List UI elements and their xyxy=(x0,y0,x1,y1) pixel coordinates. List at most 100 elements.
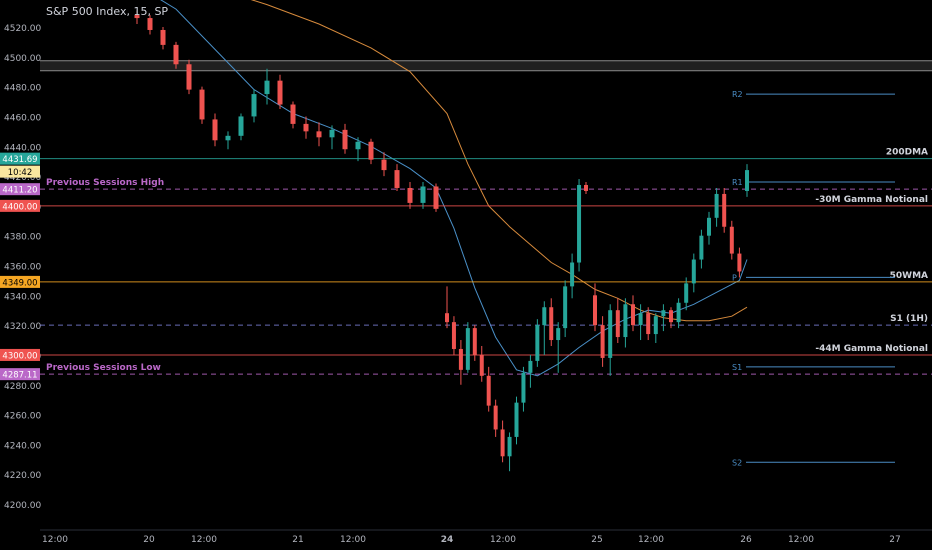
candle-body[interactable] xyxy=(342,129,348,150)
price-tag: 4411.20 xyxy=(2,186,37,196)
pivot-label: S2 xyxy=(732,458,742,467)
candle-body[interactable] xyxy=(277,80,283,105)
candle-body[interactable] xyxy=(134,15,140,19)
candle-body[interactable] xyxy=(699,235,704,260)
x-tick-label: 12:00 xyxy=(788,535,814,545)
candle-body[interactable] xyxy=(147,18,153,30)
candle-body[interactable] xyxy=(493,405,498,430)
level-right-label: -44M Gamma Notional xyxy=(815,344,928,354)
pivot-label: R1 xyxy=(732,178,743,187)
x-tick-label: 26 xyxy=(740,535,752,545)
candle-body[interactable] xyxy=(729,226,734,254)
y-tick-label: 4500.00 xyxy=(4,54,41,64)
candle-body[interactable] xyxy=(479,354,484,376)
candle-body[interactable] xyxy=(615,310,620,338)
candle-body[interactable] xyxy=(577,185,582,263)
price-tag: 4300.00 xyxy=(2,351,37,361)
candle-body[interactable] xyxy=(684,283,689,303)
candle-body[interactable] xyxy=(549,307,554,341)
resistance-zone xyxy=(40,60,932,71)
candle-body[interactable] xyxy=(500,429,505,457)
candle-body[interactable] xyxy=(160,29,166,45)
level-left-label: Previous Sessions Low xyxy=(46,363,161,373)
chart-title: S&P 500 Index, 15, SP xyxy=(46,5,169,18)
price-tag: 4400.00 xyxy=(2,202,37,212)
y-tick-label: 4480.00 xyxy=(4,84,41,94)
x-tick-label: 25 xyxy=(591,535,602,545)
candle-body[interactable] xyxy=(507,436,512,457)
y-tick-label: 4260.00 xyxy=(4,412,41,422)
candle-body[interactable] xyxy=(355,141,361,150)
candle-body[interactable] xyxy=(535,325,540,361)
candle-body[interactable] xyxy=(173,44,179,65)
candle-body[interactable] xyxy=(714,193,719,218)
candle-body[interactable] xyxy=(465,328,470,370)
candle-body[interactable] xyxy=(329,129,335,138)
candle-body[interactable] xyxy=(394,170,400,188)
candle-body[interactable] xyxy=(445,313,449,323)
price-tag: 4349.00 xyxy=(2,278,37,288)
candle-body[interactable] xyxy=(646,313,651,335)
candle-body[interactable] xyxy=(608,310,613,358)
candle-body[interactable] xyxy=(707,217,711,236)
candle-body[interactable] xyxy=(433,186,439,209)
candle-body[interactable] xyxy=(737,253,742,272)
candle-body[interactable] xyxy=(407,187,413,203)
x-tick-label: 12:00 xyxy=(42,535,68,545)
level-right-label: 50WMA xyxy=(890,271,928,281)
candle-body[interactable] xyxy=(514,402,519,437)
candle-body[interactable] xyxy=(631,304,635,326)
price-tag-bg xyxy=(0,348,40,361)
candle-body[interactable] xyxy=(528,360,533,373)
candle-body[interactable] xyxy=(472,328,477,355)
candle-body[interactable] xyxy=(420,186,426,203)
candle-body[interactable] xyxy=(638,313,643,326)
candle-body[interactable] xyxy=(290,104,296,124)
price-tag-bg xyxy=(0,368,40,381)
y-tick-label: 4520.00 xyxy=(4,24,41,34)
candle-body[interactable] xyxy=(669,310,673,323)
candle-body[interactable] xyxy=(451,322,456,349)
candle-body[interactable] xyxy=(653,316,658,335)
level-right-label: 200DMA xyxy=(886,148,928,158)
candle-body[interactable] xyxy=(691,259,696,284)
candle-body[interactable] xyxy=(570,262,575,287)
candle-body[interactable] xyxy=(722,193,727,227)
candle-body[interactable] xyxy=(225,135,231,141)
candle-body[interactable] xyxy=(303,123,309,132)
candle-body[interactable] xyxy=(563,286,568,329)
candle-body[interactable] xyxy=(676,302,681,323)
x-tick-label: 27 xyxy=(889,535,900,545)
candle-body[interactable] xyxy=(556,328,561,341)
y-tick-label: 4340.00 xyxy=(4,292,41,302)
candle-body[interactable] xyxy=(316,131,322,138)
candle-body[interactable] xyxy=(600,325,605,358)
candle-body[interactable] xyxy=(212,119,218,141)
candle-body[interactable] xyxy=(745,170,749,191)
candle-body[interactable] xyxy=(381,159,387,171)
candle-body[interactable] xyxy=(521,372,526,403)
candle-body[interactable] xyxy=(264,80,270,95)
price-tag-bg xyxy=(0,183,40,196)
y-tick-label: 4200.00 xyxy=(4,501,41,511)
candle-body[interactable] xyxy=(542,307,547,326)
candle-body[interactable] xyxy=(238,116,244,136)
candle-body[interactable] xyxy=(199,89,205,120)
pivot-label: R2 xyxy=(732,90,743,99)
candle-body[interactable] xyxy=(251,94,257,117)
ma-fast-line xyxy=(160,0,748,377)
candle-body[interactable] xyxy=(186,64,192,90)
candle-body[interactable] xyxy=(593,295,597,326)
candle-body[interactable] xyxy=(458,348,463,370)
candle-body[interactable] xyxy=(368,141,374,160)
candle-body[interactable] xyxy=(623,304,628,338)
price-tag-bg xyxy=(0,199,40,212)
ma-slow-line xyxy=(250,0,748,322)
candle-body[interactable] xyxy=(661,310,666,317)
candle-body[interactable] xyxy=(584,185,588,191)
price-tag: 4431.69 xyxy=(2,155,37,165)
candle-body[interactable] xyxy=(486,375,491,406)
pivot-label: P xyxy=(732,273,737,282)
